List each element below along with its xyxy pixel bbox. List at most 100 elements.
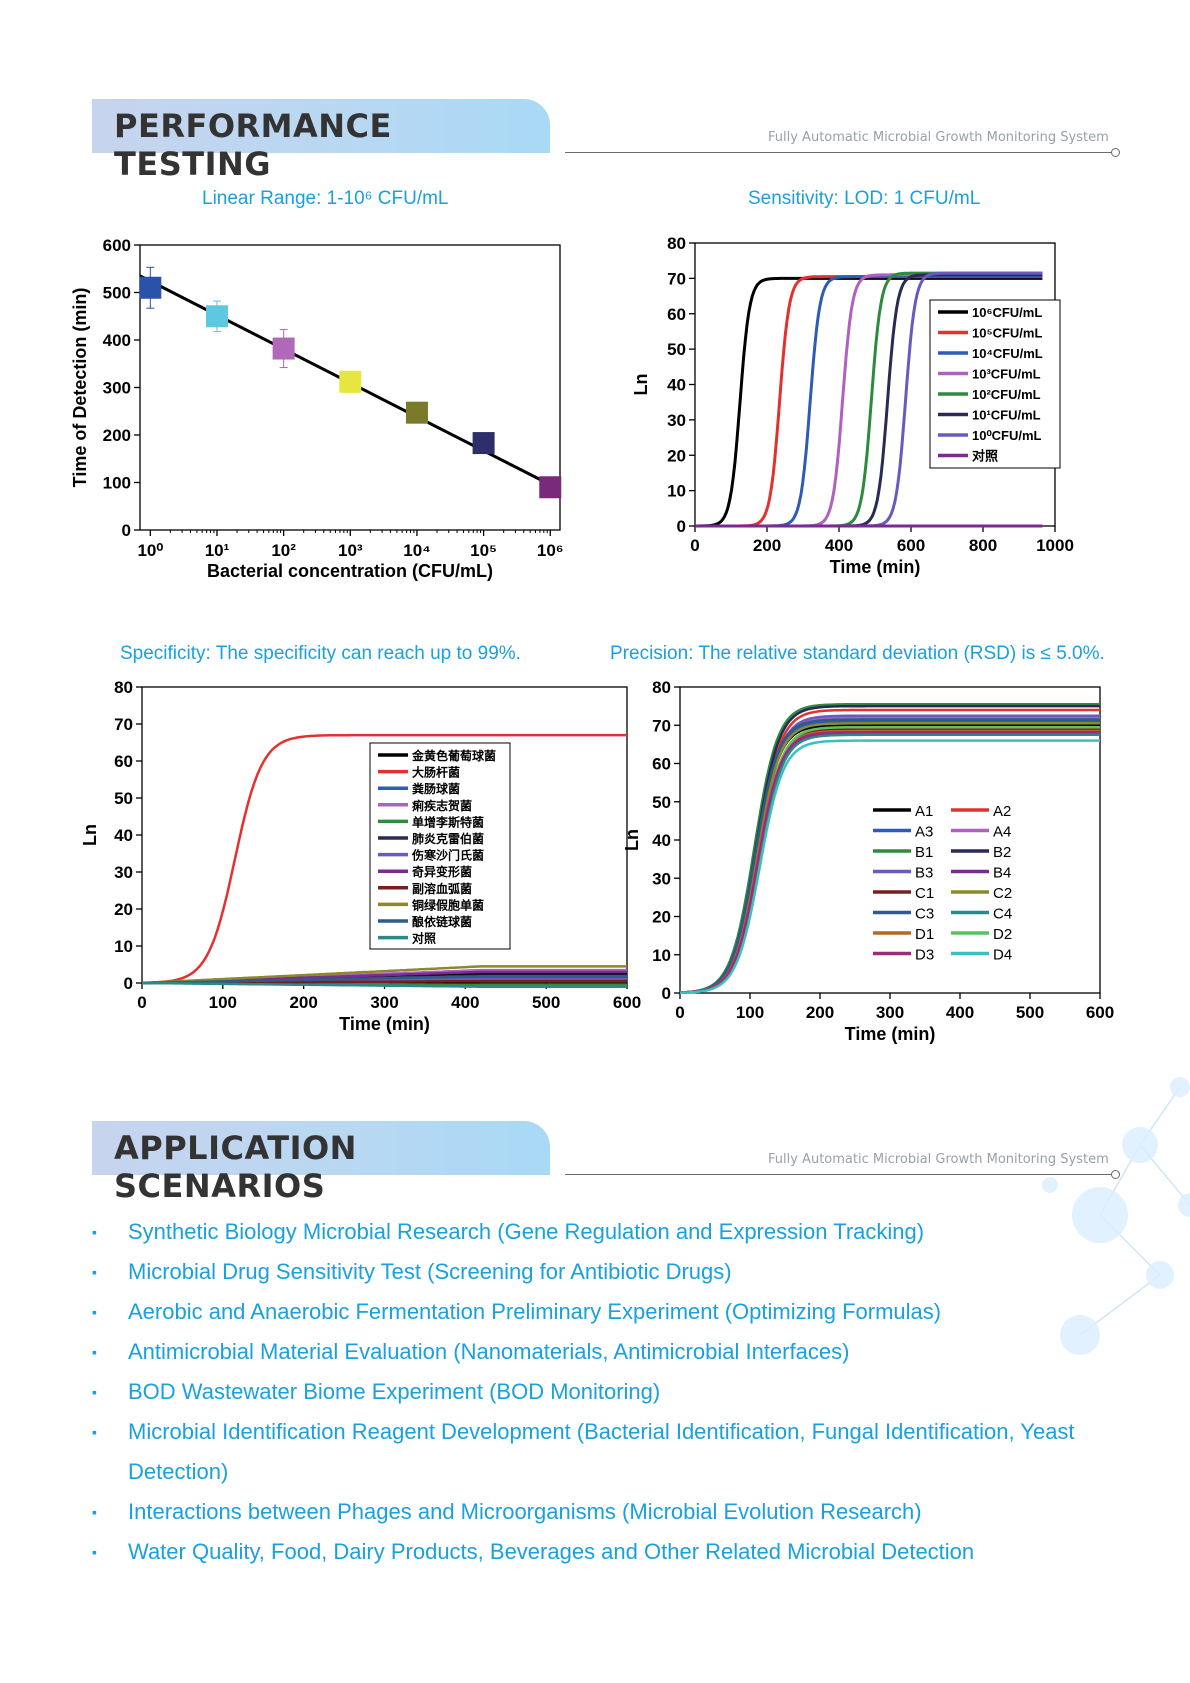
- x-tick-label: 600: [1086, 1003, 1114, 1022]
- performance-divider-dot: [1111, 148, 1120, 157]
- series-line: [141, 965, 627, 985]
- x-tick-label: 10¹: [205, 541, 230, 560]
- x-tick-label: 600: [613, 993, 641, 1012]
- y-tick-label: 40: [667, 376, 686, 395]
- x-tick-label: 10⁰: [137, 541, 163, 560]
- legend-label: 10⁵CFU/mL: [972, 326, 1042, 341]
- legend-label: D4: [993, 947, 1012, 964]
- x-tick-label: 600: [897, 536, 925, 555]
- y-tick-label: 60: [667, 305, 686, 324]
- application-item: BOD Wastewater Biome Experiment (BOD Mon…: [92, 1372, 1112, 1412]
- y-tick-label: 60: [114, 752, 133, 771]
- legend-label: 对照: [972, 449, 998, 464]
- application-item: Antimicrobial Material Evaluation (Nanom…: [92, 1332, 1112, 1372]
- y-tick-label: 40: [652, 831, 671, 850]
- x-tick-label: 300: [370, 993, 398, 1012]
- sensitivity-chart-title: Sensitivity: LOD: 1 CFU/mL: [748, 188, 981, 209]
- y-tick-label: 70: [652, 716, 671, 735]
- x-tick-label: 10⁴: [403, 541, 430, 560]
- y-tick-label: 0: [124, 974, 133, 993]
- legend-label: A3: [915, 824, 933, 841]
- series-line: [695, 276, 1043, 528]
- data-point: [405, 401, 428, 424]
- legend-label: 金黄色葡萄球菌: [411, 748, 496, 763]
- x-tick-label: 0: [690, 536, 699, 555]
- specificity-chart: 0 10 20 30 40 50 60 70 80 Ln Time (min) 0 100 200 300 4…: [80, 678, 641, 1034]
- sensitivity-chart: 0 10 20 30 40 50 60 70 80 Ln Time (min) 0 200 400 600 8…: [631, 234, 1074, 577]
- y-tick-label: 20: [652, 908, 671, 927]
- y-tick-label: 500: [103, 284, 131, 303]
- y-tick-label: 400: [103, 331, 131, 350]
- y-tick-label: 80: [667, 234, 686, 253]
- x-tick-label: 1000: [1036, 536, 1074, 555]
- legend-label: 单增李斯特菌: [412, 814, 484, 829]
- legend-label: B4: [993, 865, 1011, 882]
- series-line: [142, 981, 627, 988]
- data-point: [205, 305, 228, 328]
- data-point: [139, 276, 162, 299]
- y-tick-label: 0: [677, 517, 686, 536]
- legend-label: C4: [993, 906, 1012, 923]
- legend-label: 伤寒沙门氏菌: [411, 848, 484, 863]
- application-divider-dot: [1111, 1170, 1120, 1179]
- application-item: Interactions between Phages and Microorg…: [92, 1492, 1112, 1532]
- y-tick-label: 50: [652, 793, 671, 812]
- legend-label: 奇异变形菌: [412, 864, 472, 879]
- legend-label: 大肠杆菌: [412, 765, 460, 780]
- legend-label: B2: [993, 844, 1011, 861]
- data-point: [539, 476, 562, 499]
- legend-label: A2: [993, 803, 1011, 820]
- series-line: [679, 714, 1100, 994]
- y-tick-label: 30: [667, 411, 686, 430]
- precision-chart-title: Precision: The relative standard deviati…: [610, 643, 1105, 664]
- application-item: Water Quality, Food, Dairy Products, Bev…: [92, 1532, 1112, 1572]
- x-axis-label: Time (min): [339, 1014, 430, 1034]
- performance-subtitle: Fully Automatic Microbial Growth Monitor…: [768, 130, 1109, 145]
- y-tick-label: 20: [667, 446, 686, 465]
- data-point: [339, 370, 362, 393]
- performance-title: PERFORMANCE TESTING: [114, 107, 392, 183]
- y-tick-label: 600: [103, 236, 131, 255]
- x-tick-label: 500: [1016, 1003, 1044, 1022]
- x-tick-label: 800: [969, 536, 997, 555]
- data-point: [472, 432, 495, 455]
- y-axis-label: Ln: [622, 829, 642, 851]
- legend-label: 酿依链球菌: [412, 914, 472, 929]
- legend-label: 10⁶CFU/mL: [972, 305, 1042, 320]
- legend-label: C1: [915, 885, 934, 902]
- x-tick-label: 400: [451, 993, 479, 1012]
- legend-label: C2: [993, 885, 1012, 902]
- legend-box: [369, 742, 511, 950]
- series-line: [141, 975, 627, 985]
- y-tick-label: 10: [652, 946, 671, 965]
- series-line: [679, 702, 1100, 994]
- precision-chart: 0 10 20 30 40 50 60 70 80 Ln Time (min) 0 100 200 300 4…: [622, 678, 1114, 1044]
- legend-label: 10¹CFU/mL: [972, 408, 1041, 423]
- application-item: Microbial Drug Sensitivity Test (Screeni…: [92, 1252, 1112, 1292]
- application-subtitle: Fully Automatic Microbial Growth Monitor…: [768, 1152, 1109, 1167]
- legend-label: 副溶血弧菌: [412, 881, 472, 896]
- legend-label: A1: [915, 803, 933, 820]
- y-tick-label: 20: [114, 900, 133, 919]
- legend-label: A4: [993, 824, 1011, 841]
- x-tick-label: 200: [806, 1003, 834, 1022]
- series-line: [679, 730, 1100, 994]
- legend-label: 10⁴CFU/mL: [972, 346, 1043, 361]
- x-axis-label: Bacterial concentration (CFU/mL): [207, 561, 493, 581]
- series-line: [679, 716, 1100, 994]
- y-tick-label: 200: [103, 426, 131, 445]
- specificity-chart-title: Specificity: The specificity can reach u…: [120, 643, 521, 664]
- y-tick-label: 300: [103, 379, 131, 398]
- legend-label: C3: [915, 906, 934, 923]
- y-tick-label: 60: [652, 755, 671, 774]
- application-title: APPLICATION SCENARIOS: [114, 1129, 357, 1205]
- x-axis-label: Time (min): [845, 1024, 936, 1044]
- series-line: [680, 739, 1100, 994]
- x-tick-label: 10⁵: [470, 541, 497, 560]
- y-tick-label: 50: [114, 789, 133, 808]
- legend-label: 10⁰CFU/mL: [972, 428, 1042, 443]
- x-tick-label: 100: [209, 993, 237, 1012]
- application-banner: APPLICATION SCENARIOS: [92, 1121, 550, 1205]
- y-axis-label: Ln: [80, 824, 100, 846]
- legend-label: 痢疾志贺菌: [412, 798, 472, 813]
